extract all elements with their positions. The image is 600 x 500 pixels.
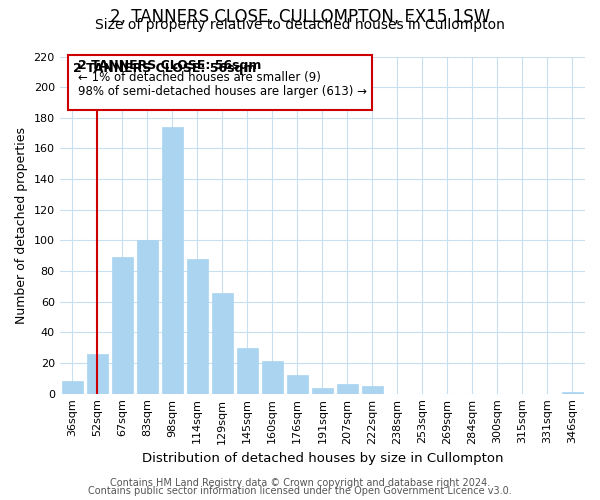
- Bar: [287, 376, 308, 394]
- Y-axis label: Number of detached properties: Number of detached properties: [15, 126, 28, 324]
- Text: 2, TANNERS CLOSE, CULLOMPTON, EX15 1SW: 2, TANNERS CLOSE, CULLOMPTON, EX15 1SW: [110, 8, 490, 26]
- Bar: [337, 384, 358, 394]
- Bar: [212, 292, 233, 394]
- Bar: [362, 386, 383, 394]
- Bar: [112, 258, 133, 394]
- Text: Size of property relative to detached houses in Cullompton: Size of property relative to detached ho…: [95, 18, 505, 32]
- Text: Contains public sector information licensed under the Open Government Licence v3: Contains public sector information licen…: [88, 486, 512, 496]
- Bar: [161, 127, 183, 394]
- Bar: [236, 348, 258, 394]
- Bar: [137, 240, 158, 394]
- Bar: [86, 354, 108, 394]
- FancyBboxPatch shape: [68, 55, 372, 110]
- X-axis label: Distribution of detached houses by size in Cullompton: Distribution of detached houses by size …: [142, 452, 503, 465]
- Bar: [62, 382, 83, 394]
- Text: ← 1% of detached houses are smaller (9): ← 1% of detached houses are smaller (9): [78, 70, 321, 84]
- Text: 2 TANNERS CLOSE: 56sqm: 2 TANNERS CLOSE: 56sqm: [78, 59, 262, 72]
- Text: 2 TANNERS CLOSE: 56sqm: 2 TANNERS CLOSE: 56sqm: [73, 62, 256, 74]
- Text: Contains HM Land Registry data © Crown copyright and database right 2024.: Contains HM Land Registry data © Crown c…: [110, 478, 490, 488]
- Bar: [187, 259, 208, 394]
- Bar: [312, 388, 333, 394]
- Bar: [262, 362, 283, 394]
- Text: 98% of semi-detached houses are larger (613) →: 98% of semi-detached houses are larger (…: [78, 85, 367, 98]
- Bar: [562, 392, 583, 394]
